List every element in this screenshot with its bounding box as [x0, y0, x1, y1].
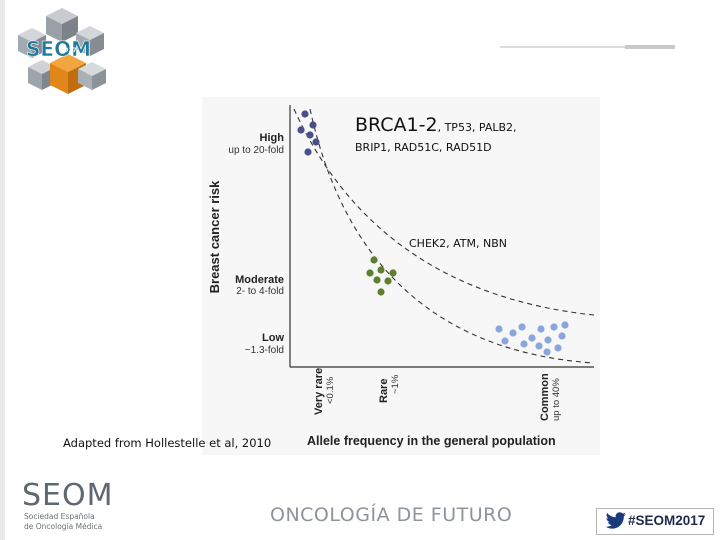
high-risk-point: [306, 131, 314, 139]
low-risk-point: [501, 337, 509, 345]
y-level-high: High: [260, 132, 285, 144]
low-risk-point: [550, 323, 558, 331]
x-level-common: Common: [539, 373, 551, 421]
high-risk-point: [297, 126, 305, 134]
low-risk-point: [528, 334, 536, 342]
high-risk-point: [309, 121, 317, 129]
lower-boundary-curve: [309, 108, 595, 364]
twitter-bird-icon: [605, 512, 626, 529]
x-level-rare: Rare: [378, 379, 390, 403]
logo-cubes: [18, 8, 106, 94]
low-risk-point: [558, 332, 566, 340]
y-level-moderate: Moderate: [235, 274, 284, 286]
low-risk-cluster: [495, 321, 569, 356]
risk-frequency-figure: Breast cancer risk High up to 20-fold Mo…: [202, 97, 600, 455]
low-risk-point: [561, 321, 569, 329]
seom-cube-logo: SEOM 2017: [18, 8, 106, 94]
x-level-very-rare: Very rare: [313, 368, 325, 415]
header-rule: [500, 46, 675, 48]
moderate-risk-point: [370, 256, 378, 264]
low-risk-point: [537, 325, 545, 333]
moderate-risk-genes: CHEK2, ATM, NBN: [409, 237, 507, 250]
footer-seom-logo: SEOM: [22, 478, 114, 513]
y-level-low: Low: [262, 332, 284, 344]
x-level-rare-detail: ~1%: [390, 374, 401, 394]
y-level-high-detail: up to 20-fold: [228, 145, 284, 156]
moderate-risk-cluster: [366, 256, 397, 296]
high-risk-point: [312, 138, 320, 146]
high-risk-genes-line2: BRIP1, RAD51C, RAD51D: [355, 141, 492, 154]
figure-canvas: Breast cancer risk High up to 20-fold Mo…: [207, 105, 595, 448]
moderate-risk-point: [377, 266, 385, 274]
footer-seom-subtitle-1: Sociedad Española: [24, 512, 95, 521]
high-risk-genes: BRCA1-2, TP53, PALB2,: [355, 114, 517, 136]
high-risk-point: [304, 148, 312, 156]
low-risk-point: [495, 325, 503, 333]
low-risk-point: [509, 329, 517, 337]
moderate-risk-point: [377, 288, 385, 296]
y-level-low-detail: ~1.3-fold: [245, 345, 284, 356]
header-rule-accent: [625, 45, 675, 49]
x-level-common-detail: up to 40%: [551, 378, 562, 421]
y-axis-title: Breast cancer risk: [207, 180, 222, 294]
low-risk-point: [520, 340, 528, 348]
upper-boundary-curve: [293, 108, 595, 316]
low-risk-point: [535, 342, 543, 350]
low-risk-point: [543, 348, 551, 356]
figure-source-caption: Adapted from Hollestelle et al, 2010: [63, 436, 272, 450]
low-risk-point: [544, 336, 552, 344]
footer-seom-subtitle-2: de Oncología Médica: [24, 522, 103, 531]
moderate-risk-point: [373, 276, 381, 284]
footer-slogan: ONCOLOGÍA DE FUTURO: [270, 504, 513, 526]
x-level-very-rare-detail: <0.1%: [325, 376, 336, 404]
y-level-moderate-detail: 2- to 4-fold: [236, 286, 284, 297]
high-risk-genes-primary: BRCA1-2: [355, 114, 438, 136]
logo-year: 2017: [60, 47, 77, 54]
high-risk-cluster: [297, 110, 320, 156]
low-risk-point: [554, 344, 562, 352]
high-risk-genes-rest: , TP53, PALB2,: [437, 121, 517, 134]
low-risk-point: [518, 323, 526, 331]
moderate-risk-point: [389, 269, 397, 277]
logo-text: SEOM: [26, 37, 91, 61]
high-risk-point: [301, 110, 309, 118]
left-edge-strip: [0, 0, 5, 540]
moderate-risk-point: [384, 277, 392, 285]
moderate-risk-point: [366, 269, 374, 277]
hashtag-text: #SEOM2017: [628, 513, 706, 528]
x-axis-title: Allele frequency in the general populati…: [307, 434, 556, 448]
